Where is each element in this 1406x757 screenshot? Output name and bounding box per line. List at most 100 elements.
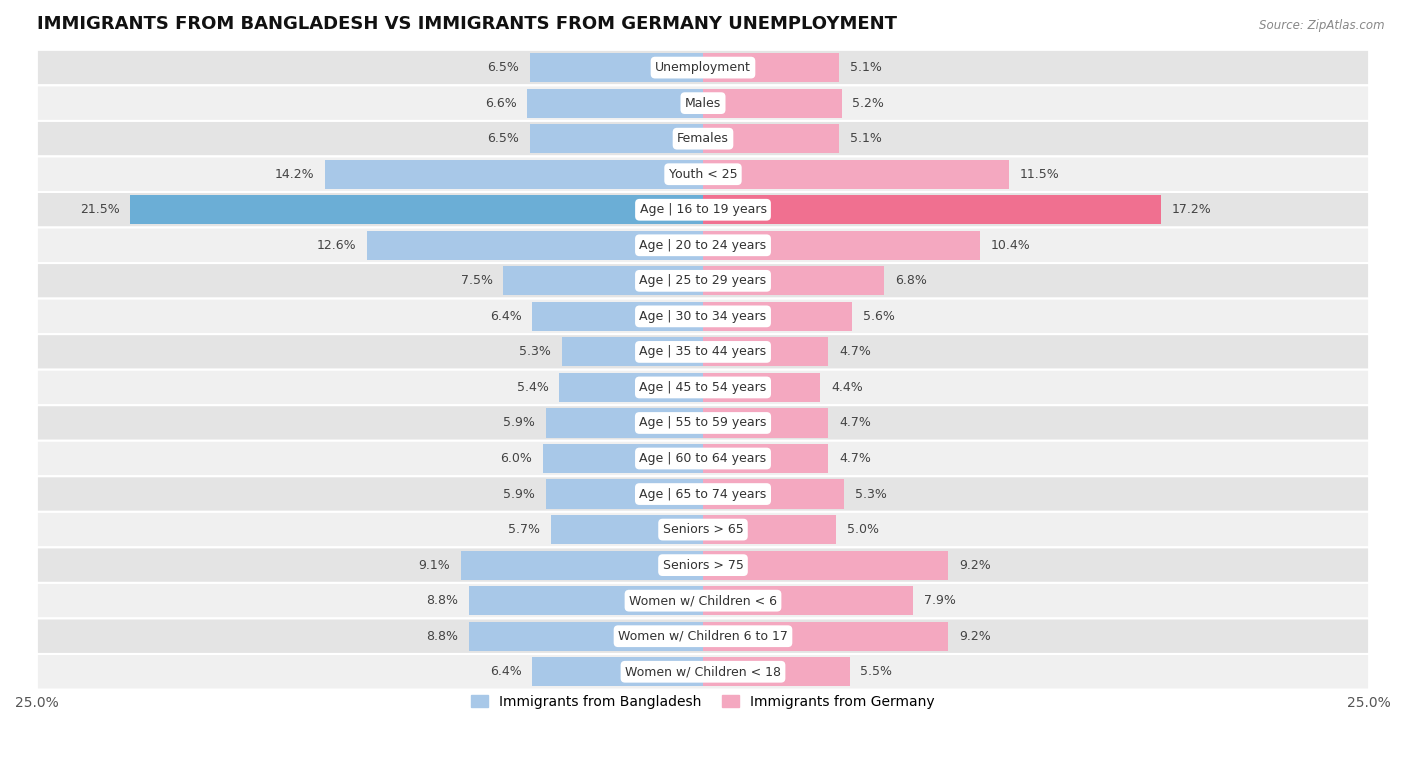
Legend: Immigrants from Bangladesh, Immigrants from Germany: Immigrants from Bangladesh, Immigrants f… [465, 690, 941, 715]
FancyBboxPatch shape [37, 86, 1369, 121]
Bar [560, 373, 703, 402]
Text: 10.4%: 10.4% [991, 238, 1031, 252]
Text: Unemployment: Unemployment [655, 61, 751, 74]
Bar [367, 231, 703, 260]
Text: 5.0%: 5.0% [846, 523, 879, 536]
Bar [703, 89, 842, 117]
Text: 5.3%: 5.3% [855, 488, 887, 500]
Text: Women w/ Children < 18: Women w/ Children < 18 [626, 665, 780, 678]
Bar [533, 657, 703, 687]
Text: Seniors > 65: Seniors > 65 [662, 523, 744, 536]
FancyBboxPatch shape [37, 441, 1369, 476]
Text: 8.8%: 8.8% [426, 594, 458, 607]
FancyBboxPatch shape [37, 369, 1369, 405]
Bar [325, 160, 703, 188]
Bar [131, 195, 703, 224]
Text: 6.4%: 6.4% [491, 665, 522, 678]
Text: 6.5%: 6.5% [488, 61, 519, 74]
Text: 12.6%: 12.6% [316, 238, 357, 252]
Text: Women w/ Children < 6: Women w/ Children < 6 [628, 594, 778, 607]
Bar [703, 302, 852, 331]
Bar [703, 657, 849, 687]
Bar [530, 53, 703, 83]
Text: 6.8%: 6.8% [894, 274, 927, 288]
Bar [703, 373, 820, 402]
Text: 4.7%: 4.7% [839, 452, 870, 465]
Bar [703, 515, 837, 544]
Text: 5.6%: 5.6% [863, 310, 894, 323]
FancyBboxPatch shape [37, 157, 1369, 192]
Text: 5.9%: 5.9% [503, 416, 536, 429]
Bar [551, 515, 703, 544]
Text: Source: ZipAtlas.com: Source: ZipAtlas.com [1260, 19, 1385, 32]
Text: 4.7%: 4.7% [839, 416, 870, 429]
Text: Age | 25 to 29 years: Age | 25 to 29 years [640, 274, 766, 288]
Text: 6.5%: 6.5% [488, 132, 519, 145]
Text: Age | 16 to 19 years: Age | 16 to 19 years [640, 204, 766, 217]
FancyBboxPatch shape [37, 334, 1369, 369]
Text: Age | 35 to 44 years: Age | 35 to 44 years [640, 345, 766, 358]
FancyBboxPatch shape [37, 547, 1369, 583]
Text: Age | 20 to 24 years: Age | 20 to 24 years [640, 238, 766, 252]
Bar [703, 621, 948, 651]
Bar [703, 124, 839, 153]
Text: Youth < 25: Youth < 25 [669, 168, 737, 181]
Bar [546, 409, 703, 438]
Text: 5.5%: 5.5% [860, 665, 893, 678]
Text: 9.2%: 9.2% [959, 559, 991, 572]
Text: 4.7%: 4.7% [839, 345, 870, 358]
FancyBboxPatch shape [37, 512, 1369, 547]
Text: 5.7%: 5.7% [509, 523, 540, 536]
Text: Age | 65 to 74 years: Age | 65 to 74 years [640, 488, 766, 500]
Text: 7.9%: 7.9% [924, 594, 956, 607]
Bar [703, 550, 948, 580]
Bar [703, 160, 1010, 188]
Bar [530, 124, 703, 153]
Text: 5.3%: 5.3% [519, 345, 551, 358]
Bar [468, 586, 703, 615]
FancyBboxPatch shape [37, 192, 1369, 228]
Text: 11.5%: 11.5% [1021, 168, 1060, 181]
Text: 6.6%: 6.6% [485, 97, 516, 110]
Text: 5.1%: 5.1% [849, 61, 882, 74]
Text: Age | 30 to 34 years: Age | 30 to 34 years [640, 310, 766, 323]
Text: 5.2%: 5.2% [852, 97, 884, 110]
Bar [703, 231, 980, 260]
FancyBboxPatch shape [37, 263, 1369, 298]
Text: IMMIGRANTS FROM BANGLADESH VS IMMIGRANTS FROM GERMANY UNEMPLOYMENT: IMMIGRANTS FROM BANGLADESH VS IMMIGRANTS… [37, 15, 897, 33]
FancyBboxPatch shape [37, 618, 1369, 654]
Text: Women w/ Children 6 to 17: Women w/ Children 6 to 17 [619, 630, 787, 643]
Text: 21.5%: 21.5% [80, 204, 120, 217]
FancyBboxPatch shape [37, 583, 1369, 618]
Bar [562, 338, 703, 366]
Bar [703, 338, 828, 366]
FancyBboxPatch shape [37, 121, 1369, 157]
Text: 5.1%: 5.1% [849, 132, 882, 145]
Bar [703, 195, 1161, 224]
Text: Age | 55 to 59 years: Age | 55 to 59 years [640, 416, 766, 429]
Text: 8.8%: 8.8% [426, 630, 458, 643]
Text: 9.2%: 9.2% [959, 630, 991, 643]
Text: 17.2%: 17.2% [1173, 204, 1212, 217]
Bar [543, 444, 703, 473]
Bar [527, 89, 703, 117]
Bar [703, 409, 828, 438]
Bar [461, 550, 703, 580]
Bar [533, 302, 703, 331]
FancyBboxPatch shape [37, 405, 1369, 441]
Bar [503, 266, 703, 295]
Text: Age | 45 to 54 years: Age | 45 to 54 years [640, 381, 766, 394]
Text: 4.4%: 4.4% [831, 381, 863, 394]
FancyBboxPatch shape [37, 654, 1369, 690]
Text: 14.2%: 14.2% [274, 168, 314, 181]
FancyBboxPatch shape [37, 228, 1369, 263]
Text: Seniors > 75: Seniors > 75 [662, 559, 744, 572]
FancyBboxPatch shape [37, 298, 1369, 334]
Bar [468, 621, 703, 651]
Text: 6.4%: 6.4% [491, 310, 522, 323]
FancyBboxPatch shape [37, 476, 1369, 512]
Bar [703, 53, 839, 83]
Text: 7.5%: 7.5% [461, 274, 492, 288]
Text: Females: Females [678, 132, 728, 145]
Text: 9.1%: 9.1% [418, 559, 450, 572]
